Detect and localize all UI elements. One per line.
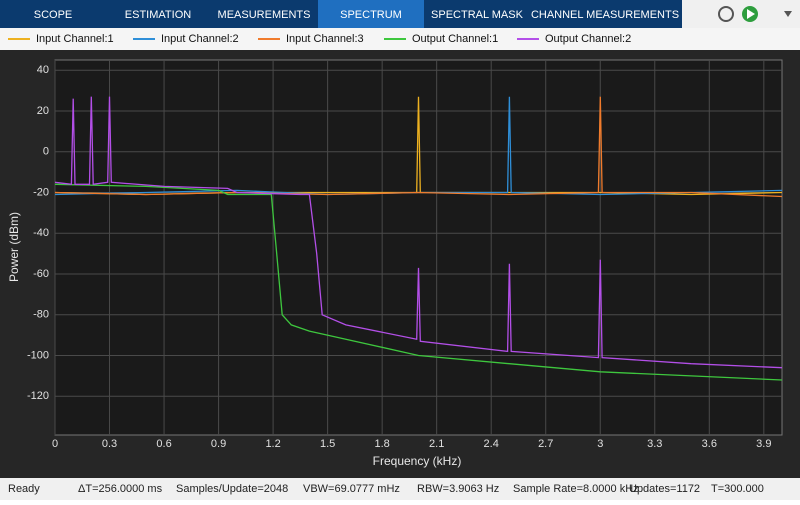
y-tick-label: 40 (37, 64, 49, 76)
tab[interactable]: CHANNEL MEASUREMENTS (531, 9, 679, 21)
series-line (55, 183, 782, 381)
status-text: ΔT=256.0000 ms (78, 483, 163, 495)
plot-lines (55, 96, 782, 381)
x-tick-label: 1.5 (320, 438, 335, 450)
series-line (55, 96, 782, 196)
status-text: Samples/Update=2048 (176, 483, 288, 495)
menu-button[interactable] (784, 11, 792, 17)
x-tick-label: 1.2 (265, 438, 280, 450)
status-text: VBW=69.0777 mHz (303, 483, 400, 495)
y-tick-label: -100 (27, 349, 49, 361)
x-tick-label: 2.4 (484, 438, 499, 450)
y-tick-label: 20 (37, 105, 49, 117)
tab[interactable]: ESTIMATION (125, 9, 191, 21)
y-axis-label: Power (dBm) (7, 212, 21, 282)
tab[interactable]: SCOPE (34, 9, 73, 21)
y-tick-label: -20 (33, 186, 49, 198)
toolbar-actions (682, 0, 800, 28)
x-tick-label: 0.6 (156, 438, 171, 450)
x-tick-label: 3.9 (756, 438, 771, 450)
x-tick-label: 0 (52, 438, 58, 450)
y-tick-label: -80 (33, 309, 49, 321)
series-line (55, 96, 782, 198)
tab[interactable]: MEASUREMENTS (218, 9, 311, 21)
y-tick-label: -120 (27, 390, 49, 402)
status-bar (0, 478, 800, 500)
x-axis-label: Frequency (kHz) (373, 454, 462, 468)
series-line (55, 96, 782, 369)
x-tick-label: 3 (597, 438, 603, 450)
status-text: Ready (8, 483, 40, 495)
legend-label: Output Channel:2 (545, 33, 631, 45)
status-text: Sample Rate=8.0000 kHz (513, 483, 639, 495)
x-tick-label: 1.8 (375, 438, 390, 450)
x-tick-label: 2.7 (538, 438, 553, 450)
legend-label: Input Channel:3 (286, 33, 364, 45)
x-tick-label: 0.9 (211, 438, 226, 450)
legend-label: Output Channel:1 (412, 33, 498, 45)
y-tick-label: -60 (33, 268, 49, 280)
tab[interactable]: SPECTRUM (340, 9, 402, 21)
run-icon (747, 9, 755, 19)
x-tick-label: 0.3 (102, 438, 117, 450)
legend-label: Input Channel:2 (161, 33, 239, 45)
x-tick-label: 3.3 (647, 438, 662, 450)
x-tick-label: 3.6 (702, 438, 717, 450)
active-tab (318, 0, 424, 28)
y-tick-label: -40 (33, 227, 49, 239)
status-text: RBW=3.9063 Hz (417, 483, 499, 495)
y-tick-label: 0 (43, 146, 49, 158)
tab[interactable]: SPECTRAL MASK (431, 9, 524, 21)
step-button[interactable] (718, 6, 734, 22)
status-text: Updates=1172 (629, 483, 700, 495)
x-tick-label: 2.1 (429, 438, 444, 450)
status-text: T=300.000 (711, 483, 764, 495)
legend-label: Input Channel:1 (36, 33, 114, 45)
